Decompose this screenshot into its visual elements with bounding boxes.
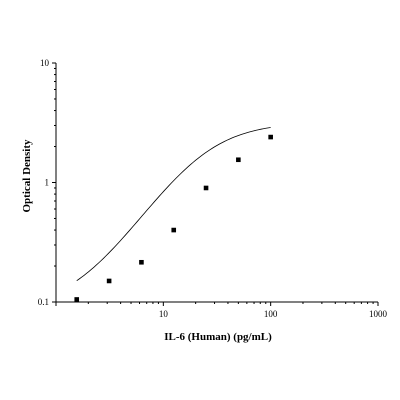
x-tick-label: 10	[159, 309, 169, 319]
data-point	[106, 278, 112, 284]
y-tick-label: 0.1	[38, 297, 49, 307]
fit-curve	[76, 127, 271, 282]
y-tick-label: 1	[45, 178, 50, 188]
data-point	[203, 185, 209, 191]
x-tick-label: 100	[264, 309, 278, 319]
data-point	[74, 297, 80, 302]
data-point	[171, 227, 177, 233]
ticks: 10 100 1000 0.1 1 10	[38, 58, 388, 319]
data-point	[268, 134, 273, 140]
y-axis-label: Optical Density	[21, 139, 33, 213]
data-point	[236, 157, 241, 163]
data-point	[139, 259, 144, 265]
axes	[55, 63, 378, 303]
data-points	[74, 134, 273, 302]
x-tick-label: 1000	[369, 309, 388, 319]
y-tick-label: 10	[40, 58, 50, 68]
fit-curve-group	[76, 127, 271, 282]
x-axis-label: IL-6 (Human) (pg/mL)	[164, 331, 272, 343]
